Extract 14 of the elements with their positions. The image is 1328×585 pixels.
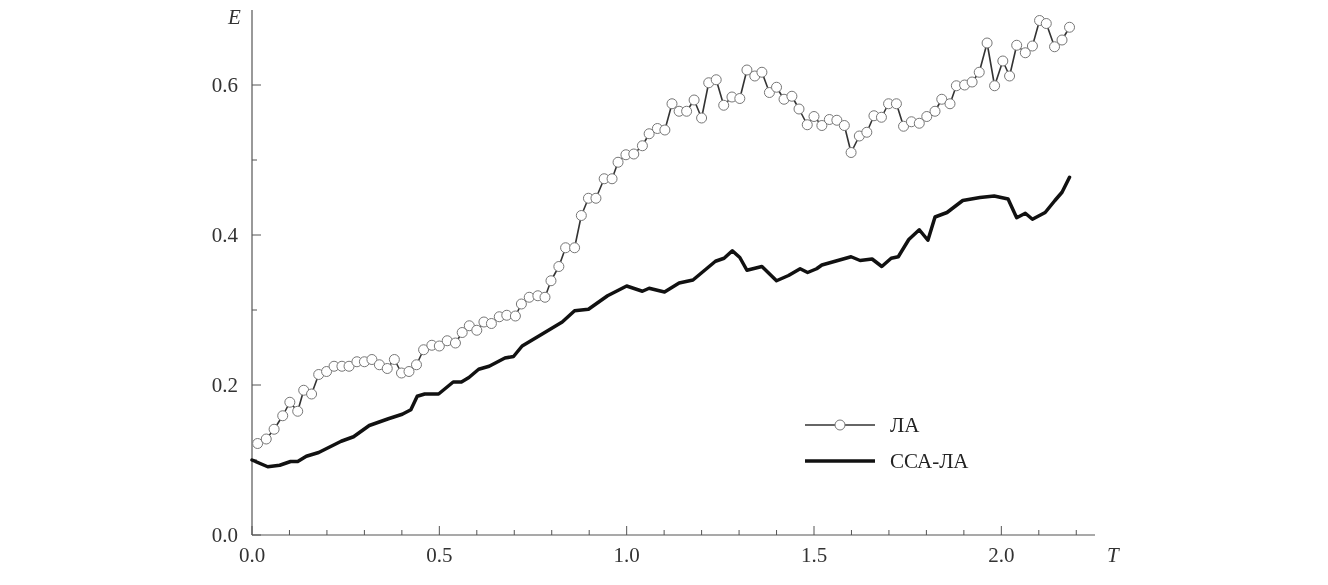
y-tick-label: 0.2 bbox=[211, 373, 238, 397]
legend-label: ССА-ЛА bbox=[890, 449, 970, 473]
y-tick-label: 0.0 bbox=[211, 523, 238, 547]
y-tick-label: 0.4 bbox=[211, 223, 239, 247]
x-tick-label: 1.5 bbox=[800, 543, 828, 567]
y-axis-title: E bbox=[227, 5, 241, 29]
legend-label: ЛА bbox=[890, 413, 921, 437]
y-tick-label: 0.6 bbox=[211, 73, 238, 97]
x-tick-label: 2.0 bbox=[988, 543, 1015, 567]
x-axis-title: T bbox=[1107, 543, 1120, 567]
x-tick-label: 1.0 bbox=[613, 543, 640, 567]
x-tick-label: 0.0 bbox=[238, 543, 266, 567]
x-tick-label: 0.5 bbox=[426, 543, 453, 567]
line-series bbox=[250, 175, 1072, 469]
